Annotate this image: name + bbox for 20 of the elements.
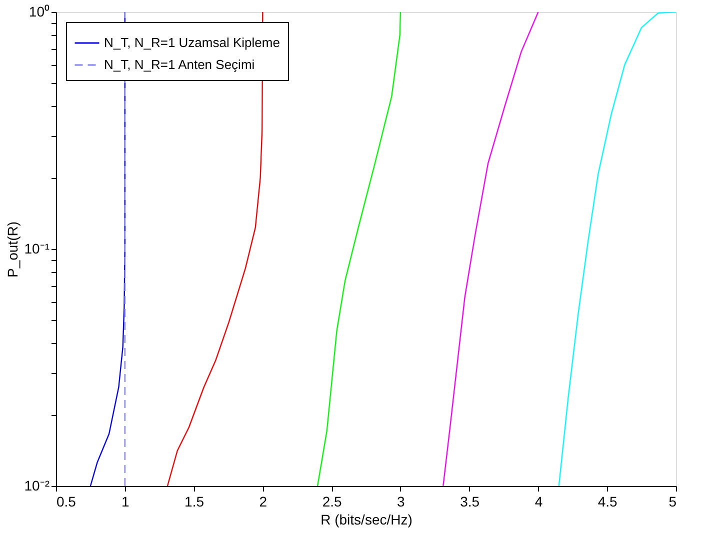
y-tick-label: 10⁻¹ xyxy=(24,240,50,256)
x-tick-label: 3 xyxy=(397,494,406,510)
x-tick-label: 1.5 xyxy=(184,494,204,510)
x-tick-label: 3.5 xyxy=(460,494,480,510)
x-tick-label: 2 xyxy=(259,494,268,510)
x-tick-label: 1 xyxy=(121,494,130,510)
y-tick-label: 10⁰ xyxy=(28,4,50,20)
x-tick-label: 4.5 xyxy=(598,494,618,510)
x-tick-label: 0.5 xyxy=(56,494,76,510)
line-series xyxy=(442,12,539,486)
y-tick-label: 10⁻² xyxy=(24,478,50,494)
x-tick-label: 2.5 xyxy=(322,494,342,510)
legend-label: N_T, N_R=1 Anten Seçimi xyxy=(104,57,255,72)
x-tick-label: 4 xyxy=(534,494,543,510)
y-axis-title: P_out(R) xyxy=(4,221,20,278)
x-tick-label: 5 xyxy=(668,494,677,510)
x-axis-title: R (bits/sec/Hz) xyxy=(320,512,412,528)
legend-label: N_T, N_R=1 Uzamsal Kipleme xyxy=(104,35,280,50)
line-series xyxy=(558,12,676,486)
line-series xyxy=(316,12,402,486)
